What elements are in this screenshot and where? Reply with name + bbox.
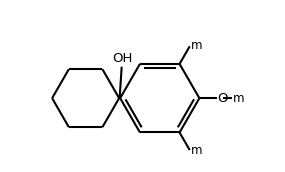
- Text: m: m: [191, 39, 202, 52]
- Text: m: m: [233, 92, 244, 105]
- Text: m: m: [191, 144, 202, 157]
- Text: O: O: [217, 92, 228, 105]
- Text: OH: OH: [113, 52, 133, 65]
